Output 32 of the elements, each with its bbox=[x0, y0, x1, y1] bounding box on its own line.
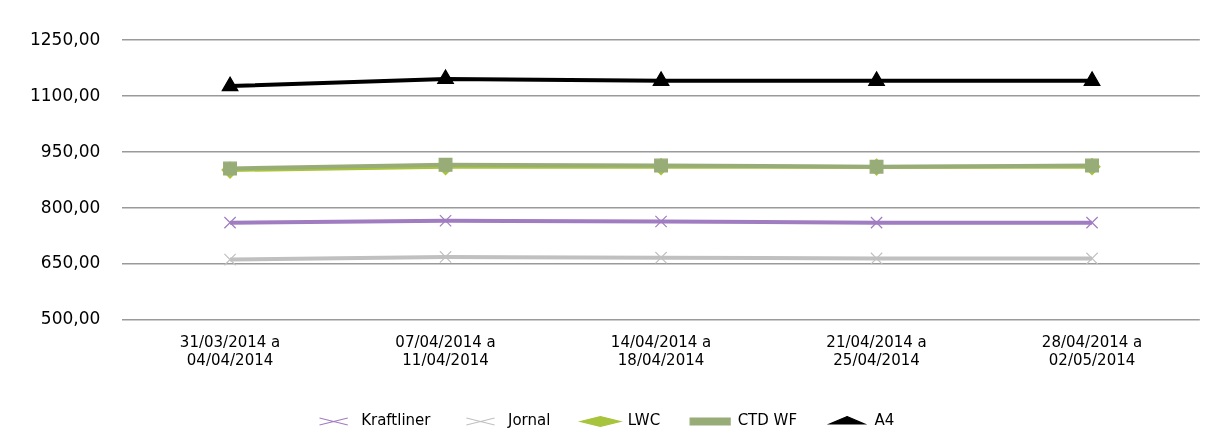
point bbox=[1085, 216, 1099, 229]
legend-label: LWC bbox=[627, 411, 661, 430]
point bbox=[868, 71, 885, 86]
x-tick-label: 21/04/2014 a 25/04/2014 bbox=[826, 332, 927, 369]
point bbox=[439, 214, 452, 228]
point bbox=[1085, 252, 1099, 265]
x-tick-label: 28/04/2014 a 02/05/2014 bbox=[1041, 332, 1143, 369]
point bbox=[438, 157, 453, 172]
point bbox=[223, 253, 237, 266]
y-tick-label: 950,00 bbox=[40, 140, 101, 161]
point bbox=[652, 71, 670, 86]
x-tick-label: 07/04/2014 a 11/04/2014 bbox=[395, 332, 496, 369]
legend-label: A4 bbox=[874, 411, 895, 430]
x-tick-label: 14/04/2014 a 18/04/2014 bbox=[610, 332, 712, 369]
y-tick-label: 500,00 bbox=[40, 308, 101, 329]
point bbox=[654, 251, 668, 264]
point bbox=[870, 252, 883, 265]
point bbox=[439, 250, 452, 264]
point bbox=[870, 216, 883, 229]
legend-label: CTD WF bbox=[737, 411, 798, 430]
point bbox=[1083, 71, 1101, 86]
legend-label: Kraftliner bbox=[361, 411, 432, 430]
x-tick-label: 31/03/2014 a 04/04/2014 bbox=[179, 332, 281, 369]
point bbox=[223, 216, 237, 229]
y-tick-label: 800,00 bbox=[40, 196, 101, 217]
legend-label: Jornal bbox=[506, 411, 551, 430]
y-tick-label: 1100,00 bbox=[29, 84, 101, 105]
y-tick-label: 650,00 bbox=[40, 252, 101, 273]
point bbox=[437, 69, 454, 85]
y-tick-label: 1250,00 bbox=[29, 28, 101, 49]
point bbox=[221, 76, 239, 92]
point bbox=[654, 215, 668, 228]
